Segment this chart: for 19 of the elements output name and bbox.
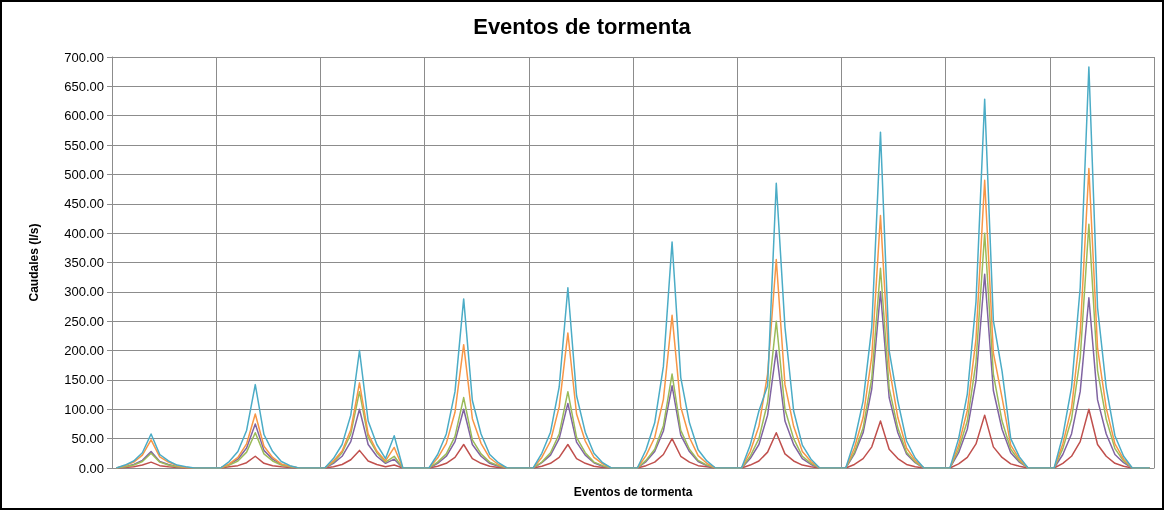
y-tick-label: 300.00	[64, 284, 104, 300]
y-tick-label: 400.00	[64, 225, 104, 241]
y-tick-label: 350.00	[64, 255, 104, 270]
y-tick-label: 0.00	[78, 460, 104, 476]
y-tick-label: 550.00	[64, 137, 104, 153]
y-tick-label: 450.00	[64, 196, 104, 212]
chart-title: Eventos de tormenta	[473, 13, 692, 39]
y-axis-title: Caudales (l/s)	[27, 223, 41, 302]
y-tick-label: 700.00	[64, 49, 104, 65]
line-series	[115, 66, 1151, 469]
y-tick-label: 250.00	[64, 313, 104, 329]
y-tick-label: 650.00	[64, 78, 104, 94]
y-tick-label: 600.00	[64, 108, 104, 124]
y-tick-label: 200.00	[64, 343, 104, 359]
y-tick-label: 500.00	[64, 166, 104, 182]
y-tick-label: 100.00	[64, 401, 104, 417]
y-tick-label: 150.00	[64, 372, 104, 388]
y-tick-label: 50.00	[71, 431, 104, 447]
x-axis-title: Eventos de tormenta	[573, 485, 693, 499]
